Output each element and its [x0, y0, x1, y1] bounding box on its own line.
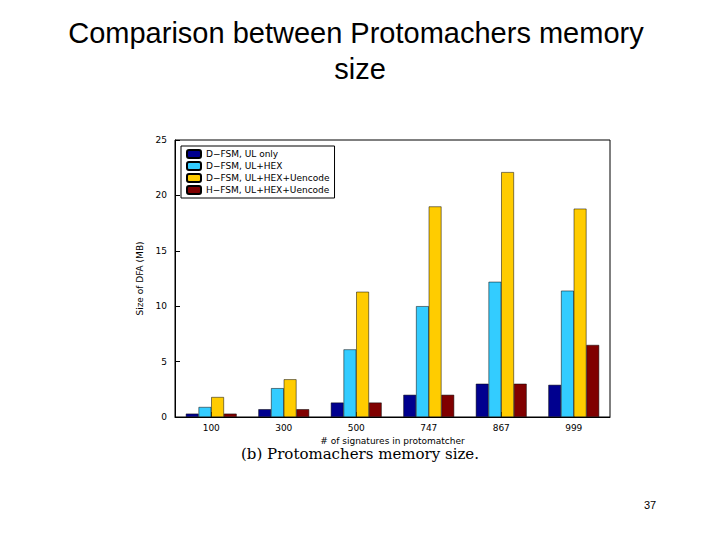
svg-text:300: 300 — [275, 423, 292, 433]
svg-text:37: 37 — [644, 499, 656, 511]
svg-text:747: 747 — [420, 423, 437, 433]
svg-text:10: 10 — [156, 301, 168, 311]
svg-text:867: 867 — [493, 423, 510, 433]
svg-text:25: 25 — [156, 135, 167, 145]
svg-text:100: 100 — [203, 423, 220, 433]
svg-text:15: 15 — [156, 246, 167, 256]
svg-text:500: 500 — [348, 423, 365, 433]
svg-text:# of signatures in protomatche: # of signatures in protomatcher — [320, 436, 465, 446]
svg-text:size: size — [334, 53, 386, 85]
svg-text:(b) Protomachers memory size.: (b) Protomachers memory size. — [241, 445, 479, 463]
svg-text:Size of DFA (MB): Size of DFA (MB) — [135, 241, 145, 315]
svg-text:D−FSM, UL+HEX+Uencode: D−FSM, UL+HEX+Uencode — [206, 173, 330, 183]
svg-text:H−FSM, UL+HEX+Uencode: H−FSM, UL+HEX+Uencode — [206, 185, 330, 195]
svg-text:D−FSM, UL+HEX: D−FSM, UL+HEX — [206, 161, 282, 171]
svg-text:5: 5 — [161, 357, 167, 367]
svg-text:20: 20 — [156, 190, 168, 200]
svg-text:D−FSM, UL only: D−FSM, UL only — [206, 149, 279, 159]
svg-text:Comparison between Protomacher: Comparison between Protomachers memory — [68, 17, 651, 49]
svg-text:999: 999 — [565, 423, 582, 433]
svg-text:0: 0 — [161, 412, 167, 422]
